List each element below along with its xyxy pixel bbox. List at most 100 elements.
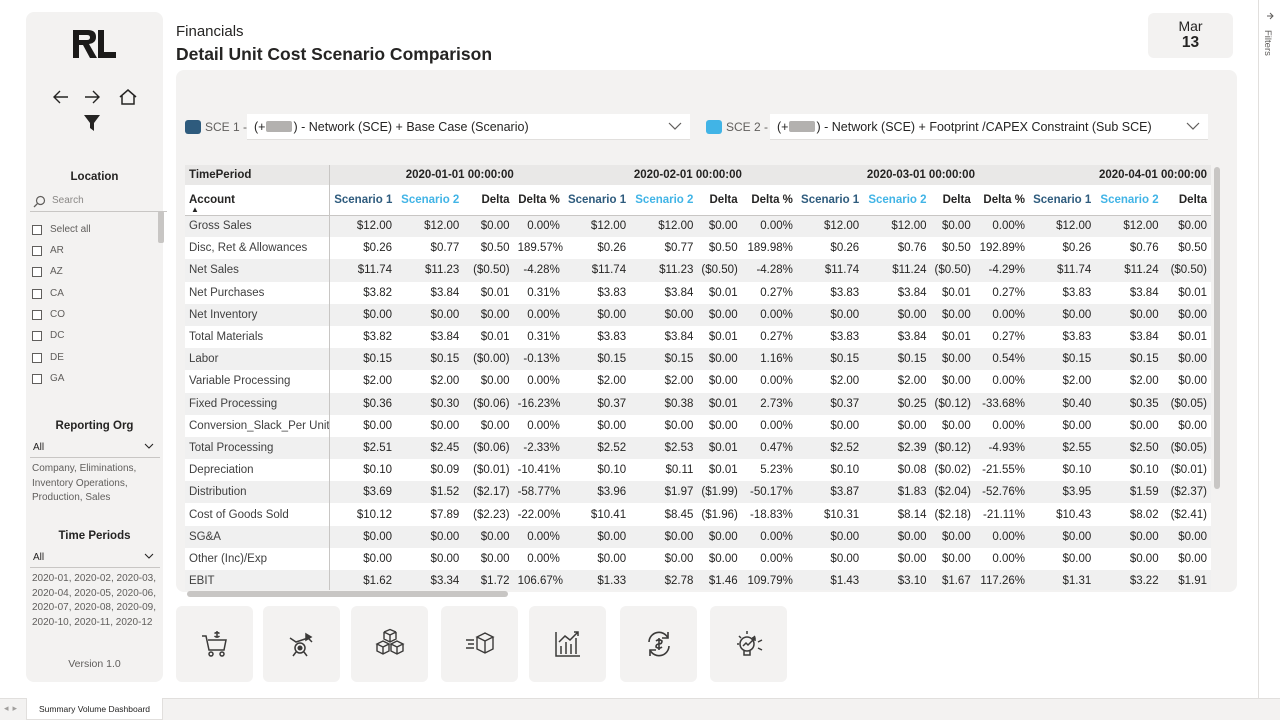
- table-row[interactable]: Conversion_Slack_Per Unit $0.00 $0.00 $0.00…: [185, 414, 1211, 437]
- nav-button-cart[interactable]: [176, 606, 253, 682]
- account-header-label: Account: [189, 193, 235, 206]
- column-header-delta[interactable]: Delta: [463, 185, 514, 216]
- column-header-delta[interactable]: Delta: [1162, 185, 1211, 216]
- checkbox[interactable]: [32, 310, 42, 320]
- table-row[interactable]: Gross Sales $12.00 $12.00 $0.00 0.00% $12.00 $…: [185, 215, 1211, 238]
- value-cell: $0.00: [697, 547, 742, 570]
- table-row[interactable]: Net Sales $11.74 $11.23 ($0.50) -4.28% $11.74…: [185, 259, 1211, 282]
- scenario-2-dropdown[interactable]: (+) - Network (SCE) + Footprint /CAPEX C…: [770, 114, 1208, 140]
- value-cell: $2.00: [796, 370, 864, 393]
- reporting-org-dropdown[interactable]: All: [30, 438, 160, 458]
- table-row[interactable]: Total Materials $3.82 $3.84 $0.01 0.31% $3.83…: [185, 325, 1211, 349]
- unit-cost-matrix[interactable]: TimePeriod 2020-01-01 00:00:00 2020-02-0…: [185, 165, 1211, 590]
- filters-pane[interactable]: Filters: [1258, 0, 1280, 698]
- value-cell: $0.01: [463, 281, 514, 304]
- checkbox[interactable]: [32, 267, 42, 277]
- column-header-scenario-1[interactable]: Scenario 1: [563, 185, 631, 216]
- value-cell: -10.41%: [513, 459, 564, 482]
- nav-button-analytics[interactable]: [529, 606, 606, 682]
- value-cell: ($2.17): [463, 481, 514, 504]
- home-icon[interactable]: [117, 86, 139, 108]
- period-header[interactable]: 2020-03-01 00:00:00: [796, 165, 1029, 185]
- matrix-vertical-scrollbar[interactable]: [1214, 167, 1220, 489]
- column-header-scenario-2[interactable]: Scenario 2: [396, 185, 464, 216]
- checkbox[interactable]: [32, 225, 42, 235]
- value-cell: $3.84: [1095, 281, 1163, 304]
- value-cell: 0.00%: [741, 370, 797, 393]
- value-cell: $0.00: [796, 303, 864, 326]
- column-header-delta[interactable]: Delta: [930, 185, 975, 216]
- value-cell: 0.27%: [741, 281, 797, 304]
- value-cell: 2.73%: [741, 392, 797, 415]
- column-header-scenario-1[interactable]: Scenario 1: [796, 185, 864, 216]
- table-row[interactable]: Variable Processing $2.00 $2.00 $0.00 0.00% $…: [185, 370, 1211, 393]
- column-header-scenario-2[interactable]: Scenario 2: [630, 185, 698, 216]
- value-cell: $2.55: [1028, 436, 1096, 460]
- value-cell: $0.00: [863, 303, 931, 326]
- checkbox[interactable]: [32, 353, 42, 363]
- location-scrollbar[interactable]: [158, 211, 164, 243]
- value-cell: $3.84: [630, 281, 698, 304]
- value-cell: ($2.18): [930, 503, 975, 526]
- table-row[interactable]: Distribution $3.69 $1.52 ($2.17) -58.77% $3.9…: [185, 481, 1211, 504]
- account-header[interactable]: Account ▲: [185, 185, 331, 216]
- value-cell: $0.00: [796, 414, 864, 437]
- column-header-delta-pct[interactable]: Delta %: [741, 185, 797, 216]
- table-row[interactable]: Total Processing $2.51 $2.45 ($0.06) -2.33% $…: [185, 436, 1211, 460]
- tab-summary-volume-dashboard[interactable]: Summary Volume Dashboard: [26, 698, 164, 720]
- value-cell: 0.00%: [741, 525, 797, 548]
- nav-button-insights[interactable]: [710, 606, 787, 682]
- table-row[interactable]: Other (Inc)/Exp $0.00 $0.00 $0.00 0.00% $0.00…: [185, 547, 1211, 570]
- collapse-arrow-icon[interactable]: [1265, 10, 1275, 22]
- table-row[interactable]: SG&A $0.00 $0.00 $0.00 0.00% $0.00 $0.00 $0.00 0…: [185, 525, 1211, 548]
- matrix-horizontal-scrollbar[interactable]: [187, 591, 508, 597]
- value-cell: $0.08: [863, 459, 931, 482]
- value-cell: $0.26: [796, 237, 864, 260]
- column-header-scenario-2[interactable]: Scenario 2: [1095, 185, 1163, 216]
- column-header-scenario-2[interactable]: Scenario 2: [863, 185, 931, 216]
- value-cell: $2.00: [329, 370, 397, 393]
- checkbox[interactable]: [32, 374, 42, 384]
- forward-arrow-icon[interactable]: [81, 86, 103, 108]
- location-search[interactable]: Search: [30, 192, 167, 212]
- table-row[interactable]: Labor $0.15 $0.15 ($0.00) -0.13% $0.15 $0.15 $0…: [185, 348, 1211, 371]
- back-arrow-icon[interactable]: [50, 86, 72, 108]
- checkbox[interactable]: [32, 331, 42, 341]
- checkbox[interactable]: [32, 246, 42, 256]
- value-cell: $0.00: [697, 303, 742, 326]
- table-row[interactable]: Net Purchases $3.82 $3.84 $0.01 0.31% $3.83 $3…: [185, 281, 1211, 304]
- column-header-scenario-1[interactable]: Scenario 1: [329, 185, 397, 216]
- period-header[interactable]: 2020-04-01 00:00:00: [1028, 165, 1211, 185]
- column-header-scenario-1[interactable]: Scenario 1: [1028, 185, 1096, 216]
- period-header[interactable]: 2020-02-01 00:00:00: [563, 165, 797, 185]
- value-cell: ($0.50): [697, 259, 742, 282]
- value-cell: $0.00: [697, 414, 742, 437]
- nav-button-inventory[interactable]: [351, 606, 428, 682]
- table-row[interactable]: Net Inventory $0.00 $0.00 $0.00 0.00% $0.00 $0…: [185, 303, 1211, 326]
- value-cell: $0.00: [329, 414, 397, 437]
- time-periods-dropdown[interactable]: All: [30, 548, 160, 568]
- column-header-delta-pct[interactable]: Delta %: [513, 185, 564, 216]
- nav-button-refresh[interactable]: [620, 606, 697, 682]
- table-row[interactable]: Depreciation $0.10 $0.09 ($0.01) -10.41% $0.1…: [185, 459, 1211, 482]
- table-row[interactable]: EBIT $1.62 $3.34 $1.72 106.67% $1.33 $2.78 $1.4…: [185, 570, 1211, 590]
- value-cell: $12.00: [630, 215, 698, 238]
- date-month: Mar: [1178, 18, 1203, 34]
- tab-scroll-arrows-icon[interactable]: ◂▸: [4, 703, 22, 713]
- nav-button-distribution[interactable]: [441, 606, 518, 682]
- value-cell: $3.84: [1095, 325, 1163, 349]
- filter-icon[interactable]: [81, 112, 103, 134]
- checkbox[interactable]: [32, 289, 42, 299]
- table-row[interactable]: Fixed Processing $0.36 $0.30 ($0.06) -16.23%…: [185, 392, 1211, 415]
- value-cell: $0.26: [563, 237, 631, 260]
- value-cell: $0.01: [697, 281, 742, 304]
- column-header-delta[interactable]: Delta: [697, 185, 742, 216]
- nav-button-logistics[interactable]: [263, 606, 340, 682]
- value-cell: $3.10: [863, 570, 931, 590]
- table-row[interactable]: Disc, Ret & Allowances $0.26 $0.77 $0.50 189…: [185, 237, 1211, 260]
- table-row[interactable]: Cost of Goods Sold $10.12 $7.89 ($2.23) -22.…: [185, 503, 1211, 526]
- value-cell: $0.00: [1028, 414, 1096, 437]
- scenario-1-dropdown[interactable]: (+) - Network (SCE) + Base Case (Scenari…: [247, 114, 690, 140]
- period-header[interactable]: 2020-01-01 00:00:00: [329, 165, 564, 185]
- column-header-delta-pct[interactable]: Delta %: [974, 185, 1029, 216]
